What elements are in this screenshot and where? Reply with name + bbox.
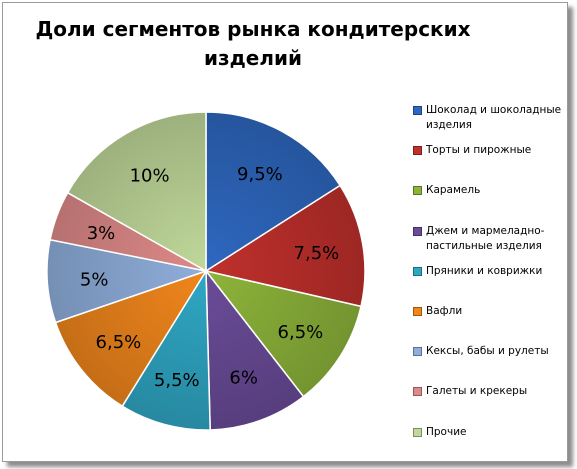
legend-item-0: Шоколад и шоколадные изделия [413,103,573,133]
legend-item-5: Вафли [413,304,573,319]
legend-label: Джем и мармеладно-пастильные изделия [426,224,545,252]
legend-swatch [413,266,422,276]
pie-slice-5 [54,269,208,408]
data-label-7: 3% [87,223,116,244]
legend-swatch [413,307,422,316]
data-label-4: 5,5% [154,370,200,391]
pie-slice-0 [205,111,342,273]
legend-swatch [413,347,422,357]
data-label-5: 6,5% [96,332,142,353]
legend-item-6: Кексы, бабы и рулеты [413,344,573,359]
pie-slice-8 [66,111,207,273]
pie-slices [46,111,366,431]
legend-item-1: Торты и пирожные [413,143,573,158]
legend-label: Вафли [426,305,463,317]
pie-slice-4 [121,268,211,431]
chart-frame: Доли сегментов рынка кондитерских издели… [2,2,568,462]
legend-swatch [413,146,422,156]
legend-item-3: Джем и мармеладно-пастильные изделия [413,224,573,254]
legend-label: Шоколад и шоколадные изделия [426,104,562,131]
pie-slice-3 [205,268,305,431]
data-label-6: 5% [80,269,109,290]
legend-item-4: Пряники и коврижки [413,264,573,279]
data-label-0: 9,5% [237,164,283,185]
data-label-1: 7,5% [294,243,340,264]
legend-swatch [413,387,422,397]
pie-slice-1 [204,184,366,308]
legend-label: Прочие [426,425,467,438]
legend-label: Пряники и коврижки [426,264,543,277]
pie-chart: 9,5% 7,5% 6,5% 6% 5,5% 6,5% 5% 3% 10% [46,111,366,431]
legend-swatch [413,226,422,236]
legend-label: Кексы, бабы и рулеты [426,345,549,358]
legend-swatch [413,427,422,437]
data-label-3: 6% [229,368,258,389]
pie-slice-2 [204,269,362,398]
legend-label: Карамель [426,184,481,197]
legend-item-7: Галеты и крекеры [413,384,573,399]
legend-swatch [413,106,422,115]
legend-label: Галеты и крекеры [426,385,528,398]
legend-item-8: Прочие [413,425,573,440]
legend-label: Торты и пирожные [426,144,532,157]
chart-title: Доли сегментов рынка кондитерских издели… [35,17,471,70]
data-label-8: 10% [130,165,170,186]
data-label-2: 6,5% [278,322,324,343]
legend-swatch [413,186,422,196]
legend-item-2: Карамель [413,183,573,198]
pie-data-labels: 9,5% 7,5% 6,5% 6% 5,5% 6,5% 5% 3% 10% [80,164,339,391]
